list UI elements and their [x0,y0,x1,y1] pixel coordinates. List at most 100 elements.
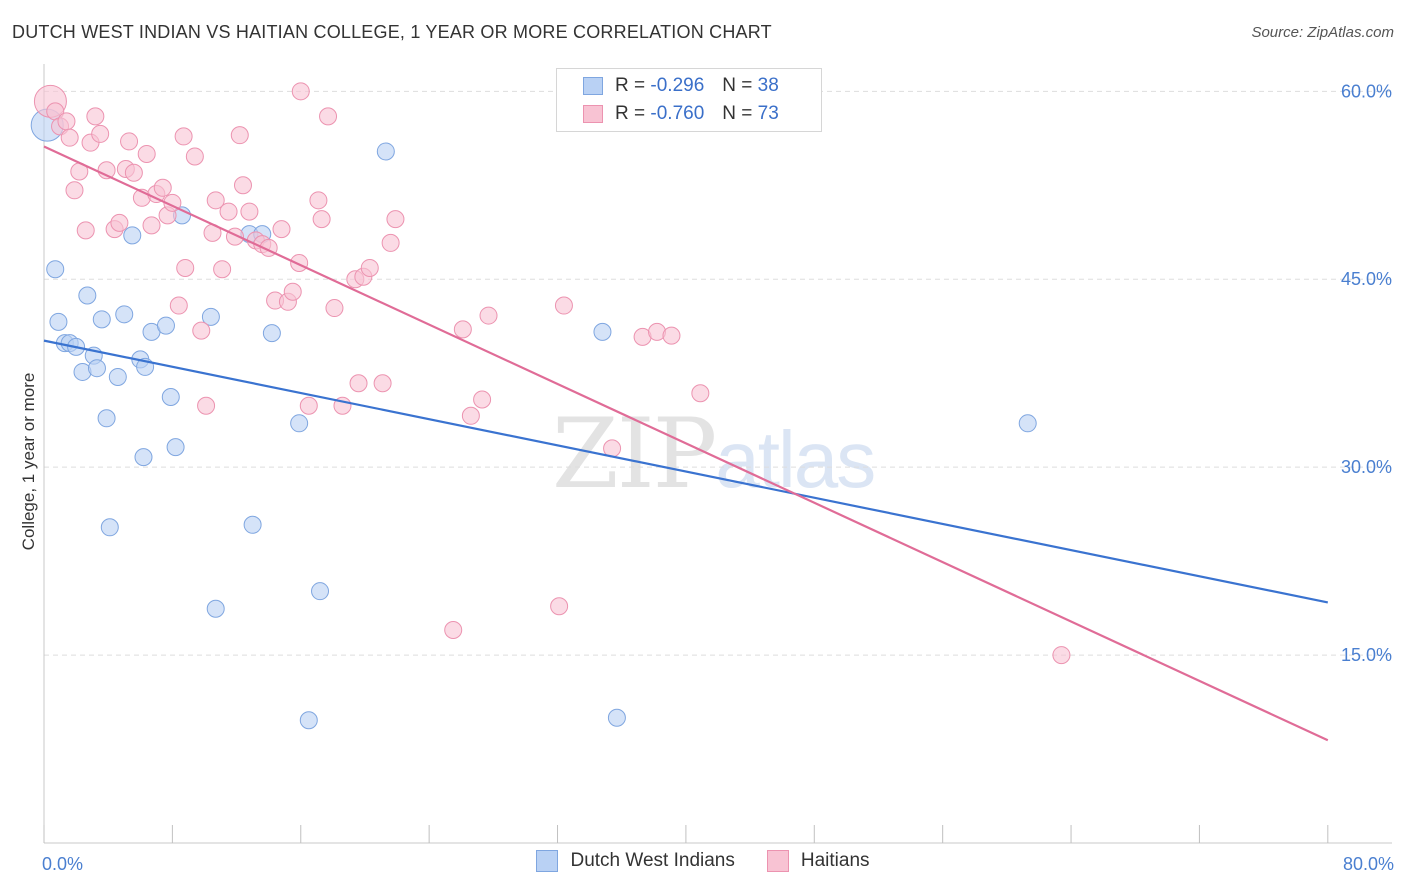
source-label: Source: ZipAtlas.com [1251,24,1394,41]
dutch-west-indian-point [311,582,330,601]
dutch-west-indian-point [97,409,116,428]
haitian-point [176,258,195,277]
haitian-point [137,144,156,163]
legend-r-value: -0.760 [650,103,705,124]
legend-row-dutch-west-indians: R = -0.296 N = 38 [557,72,779,100]
dutch-west-indian-point [166,438,185,457]
dutch-west-indian-point [593,322,612,341]
haitian-point [91,124,110,143]
haitian-point [373,374,392,393]
watermark-atlas: atlas [715,415,876,504]
x-tick-label: 0.0% [42,854,83,874]
dutch-west-indian-point [607,708,626,727]
dutch-west-indian-point [108,367,127,386]
axes [43,64,1392,844]
dutch-west-indian-point [290,414,309,433]
haitian-point [76,221,95,240]
legend-n-label: N = [722,103,753,124]
haitian-point [386,210,405,229]
dutch-west-indian-point [376,142,395,161]
haitian-point [230,126,249,145]
y-axis-title: College, 1 year or more [19,373,38,551]
gridlines [44,90,1392,656]
haitian-point [319,107,338,126]
haitian-point [360,258,379,277]
dutch-west-indian-point [100,518,119,537]
series-legend: Dutch West Indians Haitians [0,850,1406,872]
data-points [30,82,1071,730]
dutch-west-indian-point [262,324,281,343]
haitian-point [309,191,328,210]
correlation-legend: R = -0.296 N = 38 R = -0.760 N = 73 [556,68,822,132]
haitian-point [290,253,309,272]
legend-item-haitians: Haitians [766,850,870,872]
dutch-west-indian-point [1018,414,1037,433]
legend-row-haitians: R = -0.760 N = 73 [557,100,779,128]
dutch-west-indian-point [201,307,220,326]
haitian-point [57,112,76,131]
haitian-point [65,181,84,200]
legend-n-label: N = [722,75,753,96]
dutch-west-indian-point [78,286,97,305]
legend-swatch-blue [536,850,559,872]
trend-lines [43,145,1329,742]
haitian-point [662,326,681,345]
haitian-point [291,82,310,101]
y-tick-label: 45.0% [1341,269,1392,289]
legend-label: Dutch West Indians [570,850,735,871]
haitian-point [453,320,472,339]
haitian-point [479,306,498,325]
watermark: ZIPatlas [552,398,876,510]
haitian-point [325,299,344,318]
legend-r-label: R = [615,103,646,124]
legend-label: Haitians [800,850,870,871]
haitian-point [283,282,302,301]
legend-r-label: R = [615,75,646,96]
chart-title: DUTCH WEST INDIAN VS HAITIAN COLLEGE, 1 … [12,22,772,42]
haitian-point [554,296,573,315]
legend-n-value: 73 [757,103,779,124]
dutch-west-indian-point [156,316,175,335]
haitian-point [124,163,143,182]
legend-r-value: -0.296 [650,75,705,96]
legend-n-value: 38 [757,75,779,96]
legend-swatch-blue [583,77,603,95]
haitian-point [192,321,211,340]
haitian-point [349,374,368,393]
haitian-point [197,396,216,415]
haitian-point [153,178,172,197]
haitian-point [206,191,225,210]
haitian-trend-line [43,145,1329,742]
haitian-point [473,390,492,409]
dutch-west-indian-point [46,260,65,279]
dutch-west-indian-point [134,448,153,467]
y-tick-label: 60.0% [1341,81,1392,101]
haitian-point [169,296,188,315]
haitian-point [86,107,105,126]
haitian-point [219,202,238,221]
haitian-point [312,210,331,229]
watermark-zip: ZIP [552,398,717,510]
haitian-point [120,132,139,151]
legend-swatch-pink [583,105,603,123]
haitian-point [142,216,161,235]
haitian-point [174,127,193,146]
x-tick-label: 80.0% [1343,854,1394,874]
haitian-point [233,176,252,195]
legend-item-dutch-west-indians: Dutch West Indians [536,850,735,872]
dutch-west-indian-point [87,359,106,378]
haitian-point [213,260,232,279]
haitian-point [1052,646,1071,665]
haitian-point [444,621,463,640]
haitian-point [461,406,480,425]
haitian-point [691,384,710,403]
haitian-point [110,213,129,232]
y-tick-label: 15.0% [1341,645,1392,665]
dutch-west-indian-point [92,310,111,329]
haitian-point [299,396,318,415]
haitian-point [240,202,259,221]
haitian-point [550,597,569,616]
haitian-point [60,128,79,147]
haitian-point [185,147,204,166]
